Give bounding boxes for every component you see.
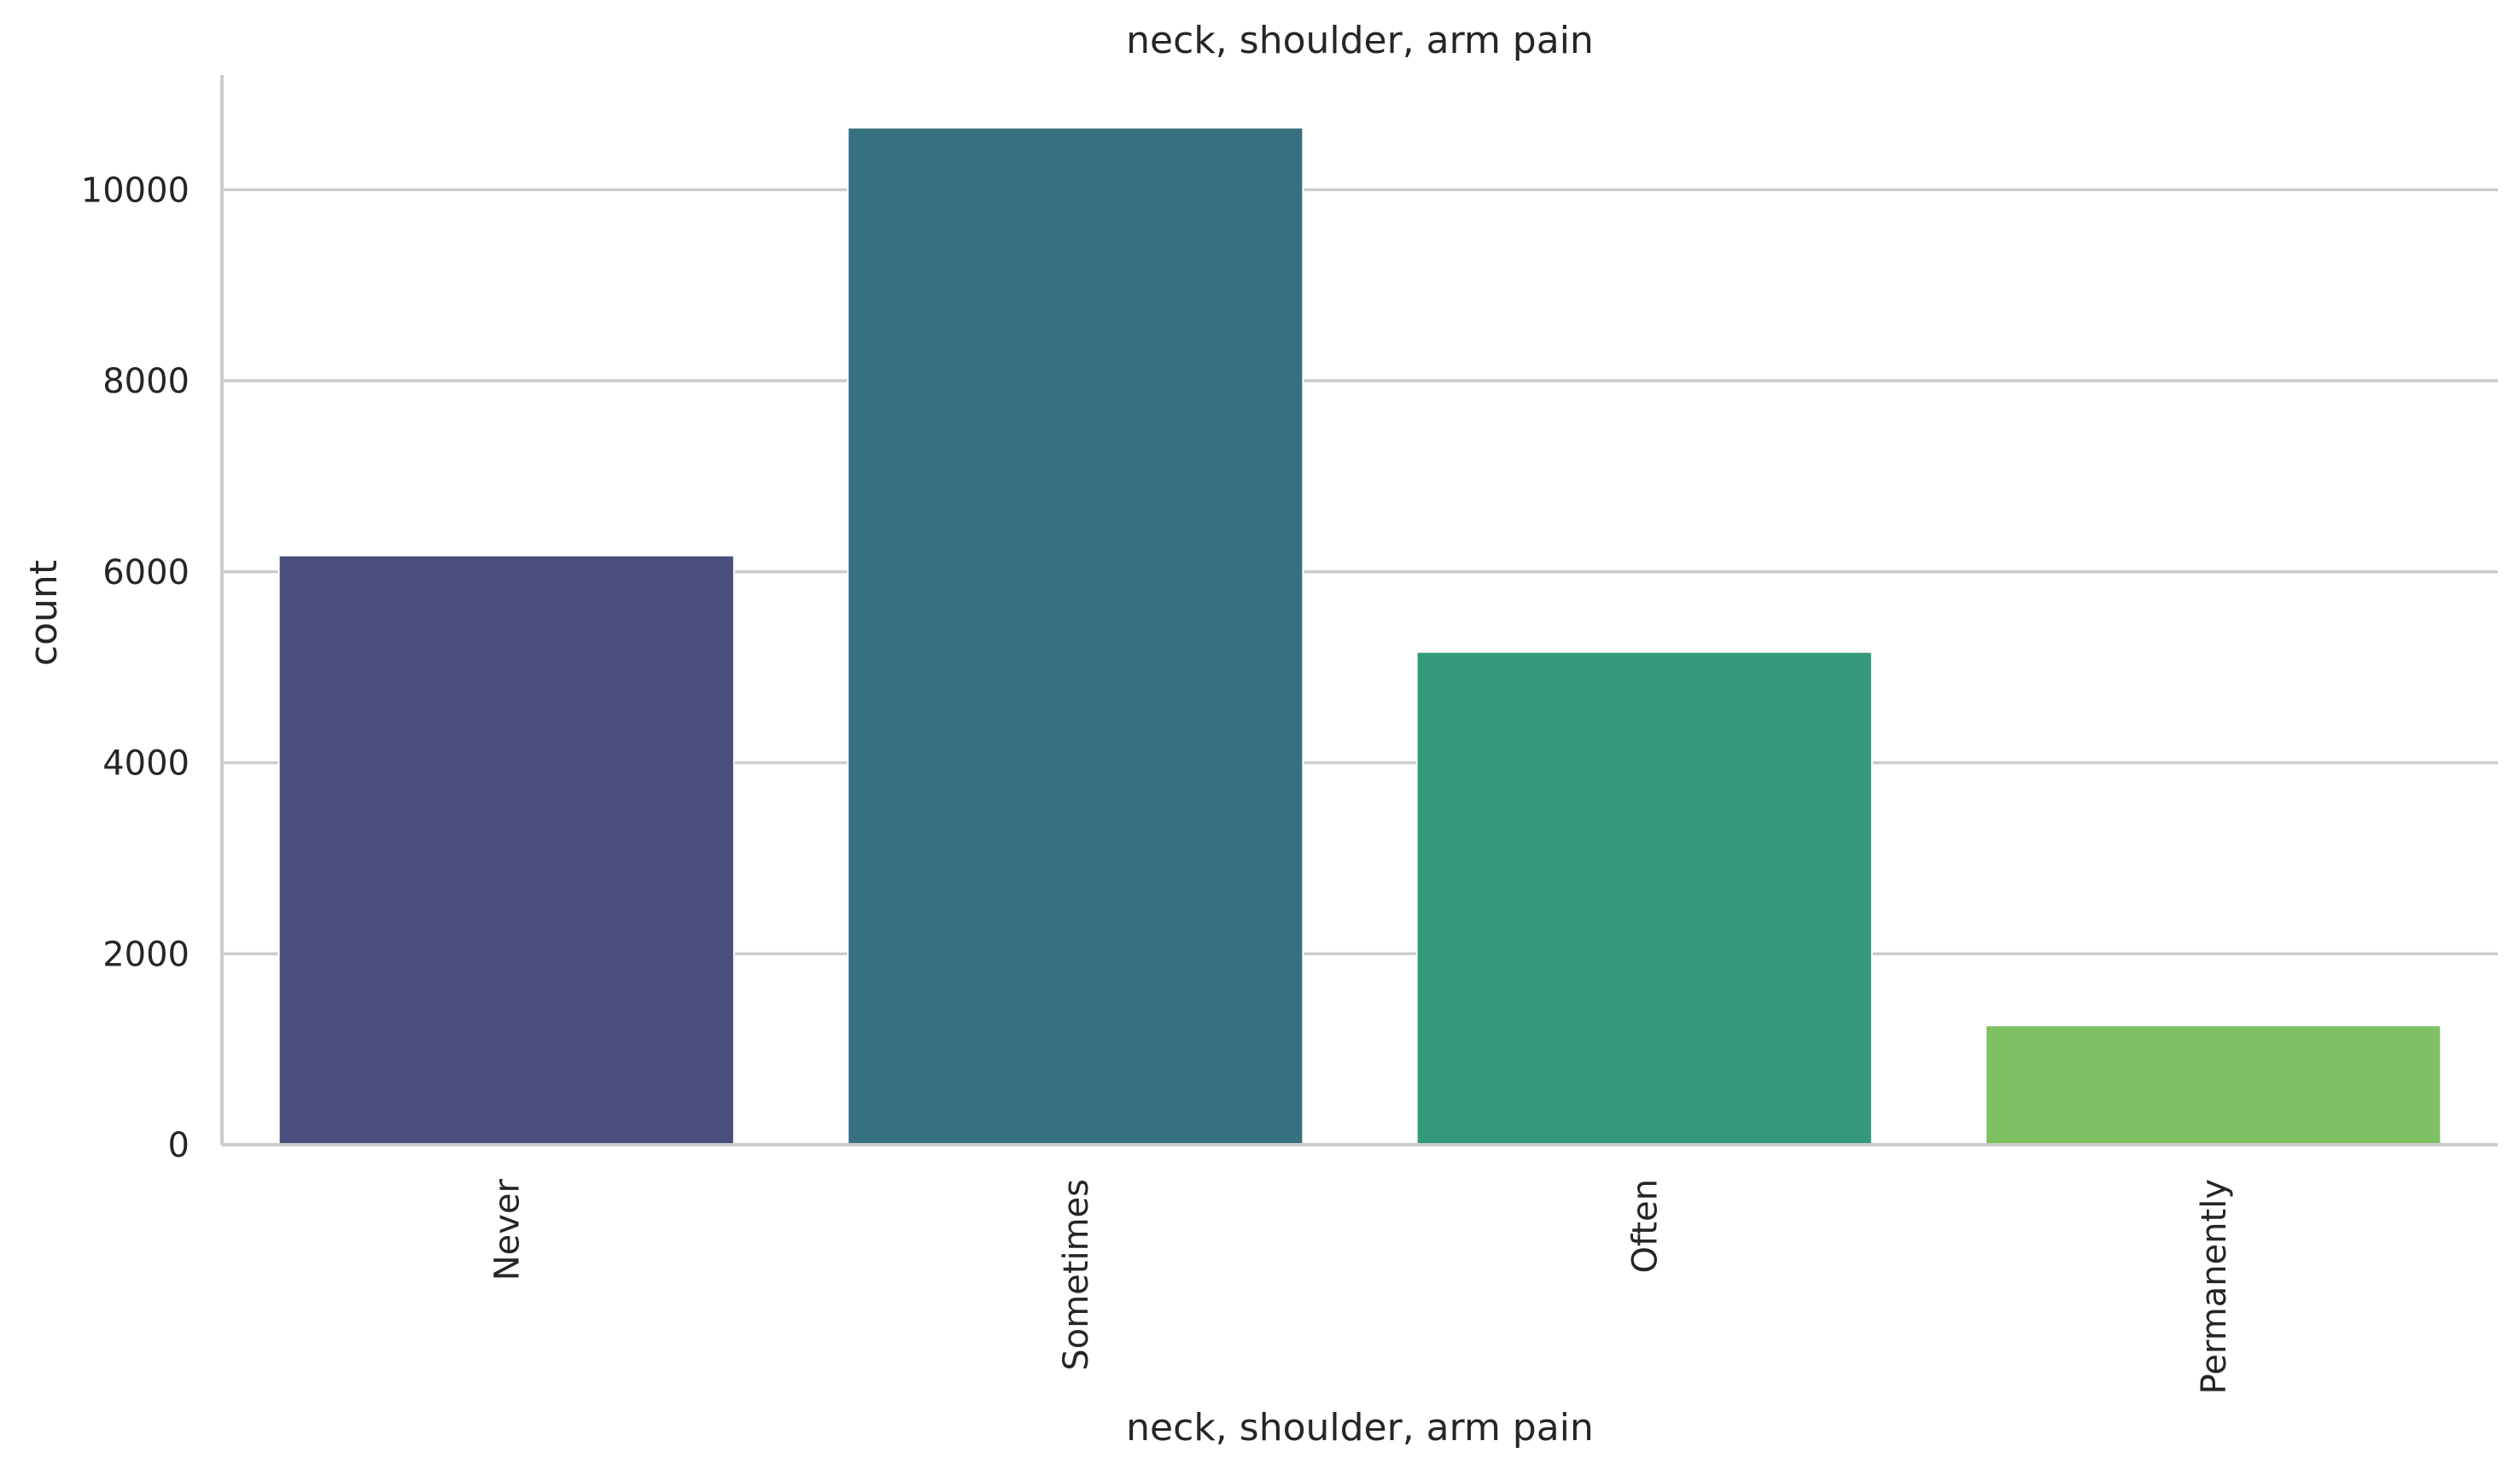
y-tick-label: 0	[168, 1126, 190, 1165]
x-tick-label: Permanently	[2195, 1179, 2234, 1394]
y-tick-label: 6000	[102, 553, 190, 592]
x-tick-label: Never	[487, 1178, 527, 1281]
y-tick-labels: 0 2000 4000 6000 8000 10000	[81, 171, 190, 1165]
axis-spines	[220, 75, 2498, 1146]
bar-never	[277, 554, 735, 1146]
bars	[277, 126, 2442, 1146]
y-tick-label: 4000	[102, 744, 190, 784]
x-tick-label: Sometimes	[1057, 1179, 1096, 1371]
x-tick-labels: Never Sometimes Often Permanently	[487, 1178, 2234, 1394]
y-tick-label: 8000	[102, 362, 190, 401]
y-axis-label: count	[22, 560, 66, 666]
x-tick-label: Often	[1625, 1179, 1665, 1274]
bar-permanently	[1985, 1024, 2442, 1146]
x-axis-label: neck, shoulder, arm pain	[1126, 1406, 1594, 1450]
bar-sometimes	[847, 126, 1304, 1146]
y-tick-label: 10000	[81, 171, 190, 210]
y-tick-label: 2000	[102, 935, 190, 974]
chart-title: neck, shoulder, arm pain	[1126, 19, 1594, 62]
bar-often	[1415, 650, 1873, 1146]
